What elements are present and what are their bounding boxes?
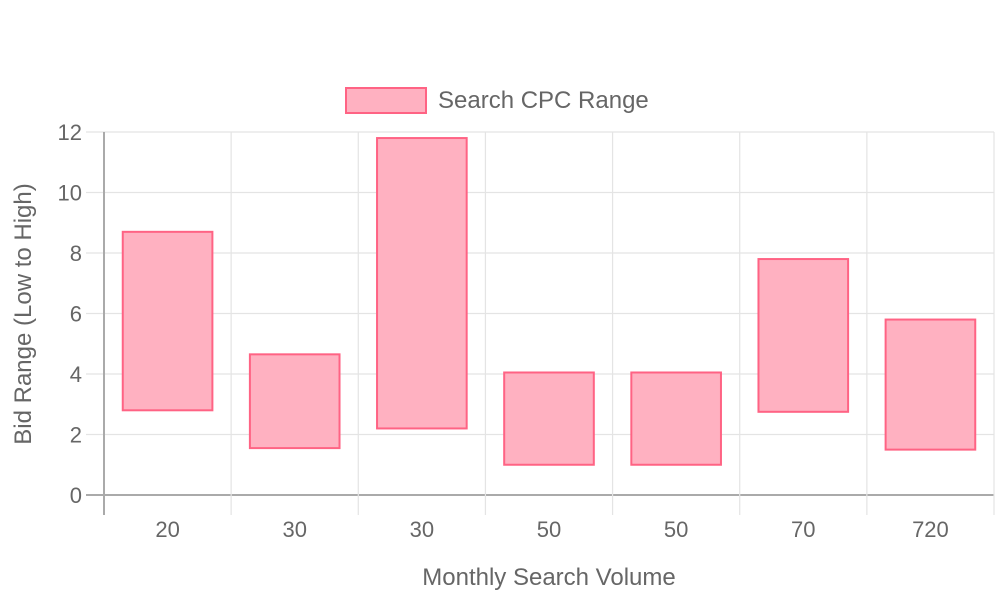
x-tick-label: 20 [155, 517, 179, 542]
y-tick-label: 12 [58, 120, 82, 145]
bar[interactable] [248, 353, 341, 450]
bar[interactable] [884, 318, 977, 451]
legend-swatch [345, 87, 427, 114]
x-tick-label: 70 [791, 517, 815, 542]
y-tick-label: 2 [70, 423, 82, 448]
bar[interactable] [121, 230, 214, 412]
bar[interactable] [757, 258, 850, 413]
legend[interactable]: Search CPC Range [345, 87, 649, 114]
grid [86, 131, 995, 515]
y-tick-label: 10 [58, 181, 82, 206]
y-tick-label: 0 [70, 483, 82, 508]
legend-label: Search CPC Range [438, 87, 649, 114]
y-axis-title: Bid Range (Low to High) [10, 183, 37, 444]
bars [121, 137, 977, 466]
bar[interactable] [503, 371, 595, 466]
y-tick-label: 8 [70, 241, 82, 266]
x-tick-label: 50 [537, 517, 561, 542]
bar[interactable] [376, 137, 468, 430]
y-axis-ticks: 0 2 4 6 8 10 12 [58, 120, 82, 508]
y-tick-label: 4 [70, 362, 82, 387]
bar[interactable] [630, 371, 722, 466]
x-tick-label: 720 [912, 517, 949, 542]
x-axis-ticks: 20 30 30 50 50 70 720 [155, 517, 948, 542]
x-tick-label: 30 [410, 517, 434, 542]
x-axis-title: Monthly Search Volume [422, 564, 675, 591]
x-tick-label: 50 [664, 517, 688, 542]
y-tick-label: 6 [70, 302, 82, 327]
x-tick-label: 30 [282, 517, 306, 542]
